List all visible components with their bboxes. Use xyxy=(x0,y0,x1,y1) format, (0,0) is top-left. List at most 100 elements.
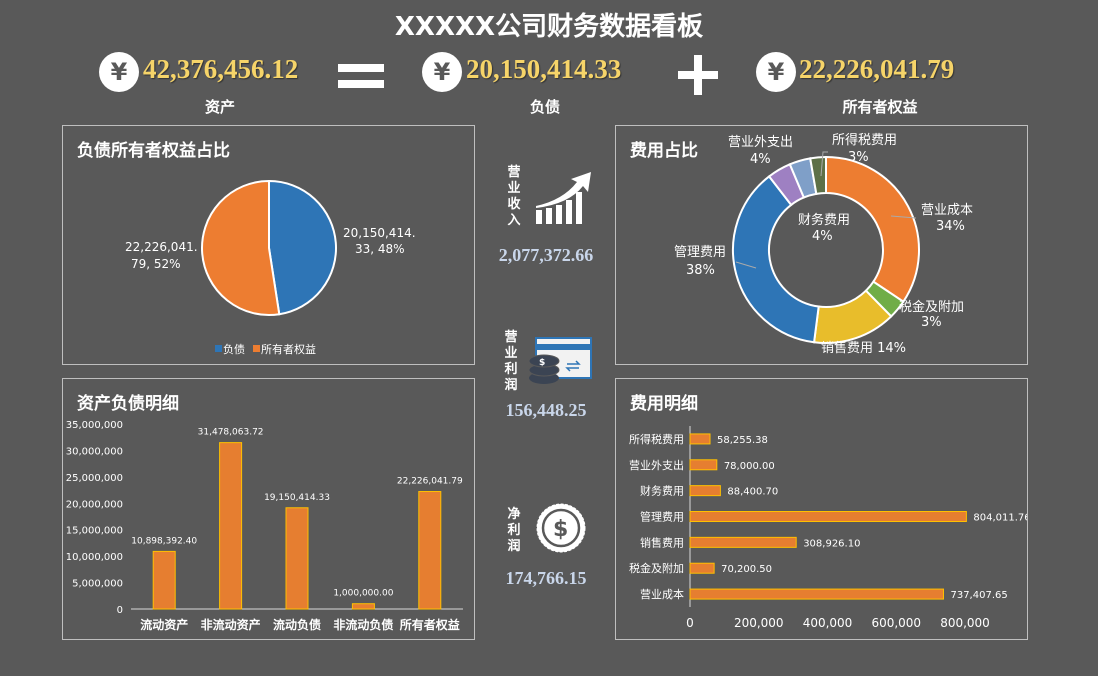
y-tick-label: 10,000,000 xyxy=(66,552,123,563)
equity-value: 22,226,041.79 xyxy=(799,54,955,84)
equals-icon-bar xyxy=(338,80,384,88)
bar xyxy=(689,433,711,445)
bar-value-label: 22,226,041.79 xyxy=(397,477,463,487)
x-tick-label: 200,000 xyxy=(734,616,784,630)
assets-value: 42,376,456.12 xyxy=(143,54,299,84)
equity-label: 所有者权益 xyxy=(842,98,918,116)
panel-title: 费用占比 xyxy=(630,141,698,161)
bar-value-label: 88,400.70 xyxy=(727,487,778,498)
donut-label: 销售费用 14% xyxy=(821,340,906,356)
y-tick-label: 管理费用 xyxy=(640,510,684,524)
y-tick-label: 5,000,000 xyxy=(72,579,123,590)
donut-label-pct: 3% xyxy=(848,150,869,165)
donut-label-name: 营业外支出 xyxy=(728,135,793,150)
leader-line xyxy=(890,215,917,219)
yen-icon: ¥ xyxy=(422,52,462,92)
panel-title: 负债所有者权益占比 xyxy=(77,141,230,161)
y-tick-label: 30,000,000 xyxy=(66,446,123,457)
y-tick-label: 财务费用 xyxy=(640,484,684,498)
pie-label-equity-2: 79, 52% xyxy=(131,257,181,271)
assets-label: 资产 xyxy=(204,98,235,116)
donut-label-name: 财务费用 xyxy=(798,212,850,228)
donut-label-name: 营业成本 xyxy=(921,203,973,218)
plus-icon-bar xyxy=(694,55,702,95)
x-tick-label: 600,000 xyxy=(871,616,921,630)
x-tick-label: 0 xyxy=(686,616,694,630)
trend-up-chart-icon xyxy=(536,172,591,224)
expense-detail-panel: 费用明细 0 200,000 400,000 600,000 800,000 58,255… xyxy=(615,378,1028,640)
donut-label-pct: 4% xyxy=(750,152,771,167)
bar xyxy=(689,562,715,574)
kpi-label-revenue: 营业收入 xyxy=(507,165,521,228)
pie-label-liabilities-2: 33, 48% xyxy=(355,242,405,256)
bar-value-label: 804,011.76 xyxy=(973,513,1027,524)
bar xyxy=(689,536,797,548)
svg-text:$: $ xyxy=(553,517,568,542)
legend-swatch-liabilities xyxy=(215,345,222,352)
page-title: XXXXX公司财务数据看板 xyxy=(394,12,704,42)
y-tick-label: 营业成本 xyxy=(640,587,684,601)
leader-line xyxy=(735,261,757,269)
donut-label-name: 税金及附加 xyxy=(899,299,964,315)
expense-share-panel: 费用占比 营业成本 34% 税金及附加 3% 销售费用 14% 管理费用 38% 财务费用 4%… xyxy=(615,125,1028,365)
bar-value-label: 308,926.10 xyxy=(803,538,860,549)
pie-label-liabilities: 20,150,414. xyxy=(343,226,416,240)
y-tick-label: 所得税费用 xyxy=(629,432,684,446)
donut-slice-admin xyxy=(732,175,820,344)
y-tick-label: 35,000,000 xyxy=(66,420,123,431)
bar-value-label: 737,407.65 xyxy=(950,590,1007,601)
pie-slice-liabilities xyxy=(268,179,337,316)
x-tick-label: 流动负债 xyxy=(273,617,321,632)
kpi-label-operating-profit: 营业利润 xyxy=(504,330,518,393)
donut-slice-operating-cost xyxy=(825,155,920,304)
y-tick-label: 20,000,000 xyxy=(66,499,123,510)
dollar-coin-icon: $ xyxy=(536,503,586,553)
pie-chart: 20,150,414. 33, 48% 22,226,041. 79, 52% … xyxy=(125,179,416,356)
x-tick-label: 流动资产 xyxy=(140,617,188,632)
bar-value-label: 70,200.50 xyxy=(721,564,772,575)
y-tick-label: 25,000,000 xyxy=(66,473,123,484)
card-coins-icon: $ xyxy=(528,337,592,384)
donut-label-pct: 38% xyxy=(686,263,715,278)
liabilities-value: 20,150,414.33 xyxy=(466,54,622,84)
y-tick-label: 销售费用 xyxy=(640,535,684,549)
bar xyxy=(152,550,176,610)
y-tick-label: 税金及附加 xyxy=(629,561,684,575)
pie-label-equity: 22,226,041. xyxy=(125,240,198,254)
panel-title: 资产负债明细 xyxy=(77,394,179,414)
donut-label-pct: 34% xyxy=(936,219,965,234)
bar xyxy=(689,588,944,600)
y-tick-label: 营业外支出 xyxy=(629,458,684,472)
bar xyxy=(285,507,309,610)
yen-icon: ¥ xyxy=(99,52,139,92)
bar-value-label: 1,000,000.00 xyxy=(333,589,393,599)
bar-value-label: 10,898,392.40 xyxy=(131,536,197,546)
legend-swatch-equity xyxy=(253,345,260,352)
bar-value-label: 19,150,414.33 xyxy=(264,493,330,503)
bar-chart: 0 5,000,000 10,000,000 15,000,000 20,000,000… xyxy=(66,420,463,632)
x-tick-label: 非流动资产 xyxy=(201,617,261,632)
bar xyxy=(219,442,243,610)
kpi-value-net-profit: 174,766.15 xyxy=(505,568,587,588)
svg-text:$: $ xyxy=(539,358,545,368)
bar xyxy=(351,603,375,610)
x-tick-label: 800,000 xyxy=(940,616,990,630)
donut-label-name: 管理费用 xyxy=(674,245,726,260)
y-tick-label: 0 xyxy=(117,605,123,616)
equals-icon xyxy=(338,64,384,72)
y-tick-label: 15,000,000 xyxy=(66,526,123,537)
bar xyxy=(418,491,442,610)
bar-value-label: 31,478,063.72 xyxy=(198,428,264,438)
x-tick-label: 所有者权益 xyxy=(400,617,460,632)
donut-label-pct: 4% xyxy=(812,229,833,244)
yen-icon: ¥ xyxy=(756,52,796,92)
panel-title: 费用明细 xyxy=(630,394,698,414)
x-tick-label: 非流动负债 xyxy=(333,617,393,632)
donut-label-name: 所得税费用 xyxy=(832,132,897,148)
bar xyxy=(689,459,718,471)
pie-slice-equity xyxy=(201,179,281,316)
liability-equity-pie-panel: 负债所有者权益占比 20,150,414. 33, 48% 22,226,041… xyxy=(62,125,475,365)
kpi-value-operating-profit: 156,448.25 xyxy=(505,400,587,420)
horizontal-bar-chart: 0 200,000 400,000 600,000 800,000 58,255.38 所得… xyxy=(629,426,1027,630)
